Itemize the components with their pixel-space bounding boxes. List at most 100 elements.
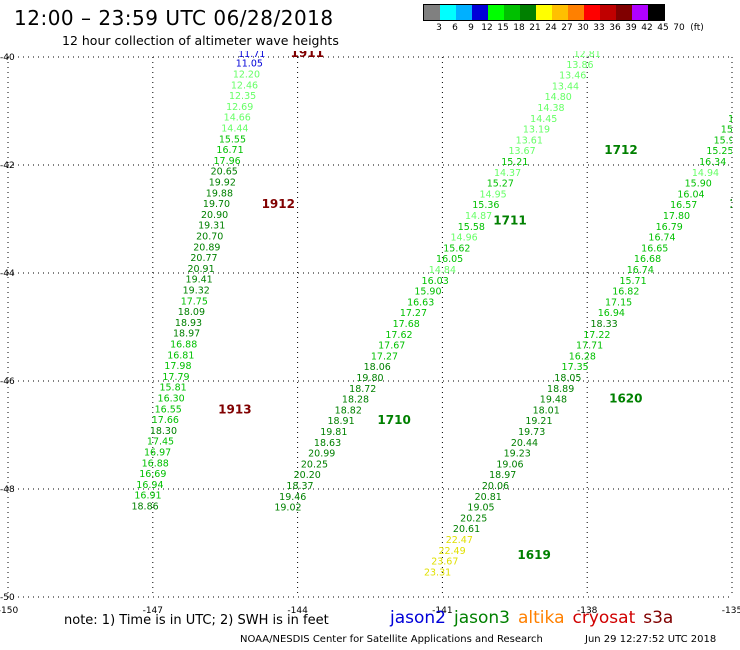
data-point-label: 20.77 [190, 253, 217, 264]
legend-swatches [423, 4, 665, 21]
data-point-label: 13.86 [566, 60, 593, 71]
data-point-label: 20.61 [453, 524, 480, 535]
data-point-label: 12.35 [229, 91, 256, 102]
data-point-label: 19.92 [209, 178, 236, 189]
legend-swatch [488, 5, 504, 20]
legend-swatch [440, 5, 456, 20]
satellite-jason2: jason2 [390, 608, 446, 628]
data-point-label: 17.45 [147, 437, 174, 448]
data-point-label: 14.80 [545, 92, 572, 103]
data-point-label: 17.15 [605, 297, 632, 308]
data-point-label: 17.27 [400, 308, 427, 319]
track-time-label: 1711 [493, 213, 526, 227]
data-point-label: 20.81 [475, 492, 502, 503]
data-point-label: 19.80 [356, 373, 383, 384]
data-point-label: 14.87 [465, 211, 492, 222]
data-point-label: 18.91 [327, 416, 354, 427]
data-point-label: 15.78 [735, 103, 740, 114]
data-point-label: 12.46 [231, 80, 258, 91]
legend-swatch [648, 5, 664, 20]
data-point-label: 23.31 [424, 567, 451, 578]
y-tick-label: -44 [0, 269, 15, 279]
data-point-label: 20.70 [196, 232, 223, 243]
data-point-label: 18.01 [533, 405, 560, 416]
data-point-label: 15.62 [443, 243, 470, 254]
data-point-label: 14.66 [224, 113, 251, 124]
note-text: note: 1) Time is in UTC; 2) SWH is in fe… [64, 613, 329, 628]
data-point-label: 18.89 [547, 384, 574, 395]
data-point-label: 11.34 [603, 6, 630, 17]
data-point-label: 11.71 [238, 49, 265, 60]
data-point-label: 16.94 [136, 480, 163, 491]
data-point-label: 18.09 [178, 307, 205, 318]
data-point-label: 14.38 [537, 103, 564, 114]
legend-label: 70 [673, 23, 685, 33]
data-point-label: 20.99 [308, 449, 335, 460]
data-point-label: 18.33 [590, 319, 617, 330]
legend-label: 42 [641, 23, 653, 33]
legend-label: 24 [545, 23, 557, 33]
data-labels-group: 11.7111.0512.2012.4612.3512.6914.6614.44… [131, 6, 740, 603]
data-point-label: 19.88 [206, 188, 233, 199]
data-point-label: 13.61 [516, 135, 543, 146]
data-point-label: 16.55 [155, 404, 182, 415]
legend-labels: 3 6 9 12 15 18 21 24 27 30 33 36 39 42 45 70 (ft) [423, 21, 704, 35]
data-point-label: 16.97 [588, 27, 615, 38]
data-point-label: 19.32 [183, 286, 210, 297]
legend-swatch [552, 5, 568, 20]
data-point-label: 17.80 [663, 211, 690, 222]
data-point-label: 15.74 [721, 125, 740, 136]
x-tick-label: -150 [0, 606, 18, 616]
data-point-label: 19.02 [274, 503, 301, 514]
data-point-label: 14.84 [429, 265, 456, 276]
data-point-label: 20.25 [460, 513, 487, 524]
data-point-label: 19.05 [467, 503, 494, 514]
data-point-label: 15.58 [458, 222, 485, 233]
legend-swatch [584, 5, 600, 20]
x-tick-label: -135 [722, 606, 740, 616]
data-point-label: 18.86 [131, 502, 158, 513]
data-point-label: 16.63 [407, 297, 434, 308]
satellite-cryosat: cryosat [572, 608, 636, 628]
data-point-label: 16.81 [167, 350, 194, 361]
data-point-label: 20.89 [193, 242, 220, 253]
data-point-label: 16.69 [139, 469, 166, 480]
data-point-label: 16.71 [216, 145, 243, 156]
data-point-label: 17.68 [393, 319, 420, 330]
data-point-label: 16.34 [699, 157, 726, 168]
data-point-label: 18.63 [314, 438, 341, 449]
data-point-label: 16.74 [627, 265, 654, 276]
legend-swatch [536, 5, 552, 20]
legend-swatch [472, 5, 488, 20]
satellite-altika: altika [518, 608, 565, 628]
data-point-label: 20.20 [294, 470, 321, 481]
data-point-label: 14.45 [530, 114, 557, 125]
data-point-label: 18.82 [335, 405, 362, 416]
data-point-label: 16.88 [170, 340, 197, 351]
data-point-label: 16.82 [612, 287, 639, 298]
legend-label: 27 [561, 23, 573, 33]
data-point-label: 14.96 [451, 233, 478, 244]
data-point-label: 10.66 [595, 17, 622, 28]
data-point-label: 17.96 [214, 156, 241, 167]
y-tick-label: -46 [0, 377, 15, 387]
legend-swatch [632, 5, 648, 20]
data-point-label: 17.71 [576, 341, 603, 352]
track-time-label: 1712 [604, 143, 637, 157]
data-point-label: 13.67 [508, 146, 535, 157]
data-point-label: 18.28 [342, 395, 369, 406]
data-point-label: 16.74 [648, 233, 675, 244]
legend-label: 12 [481, 23, 493, 33]
data-point-label: 17.27 [371, 351, 398, 362]
data-point-label: 14.44 [221, 124, 248, 135]
data-point-label: 15.81 [159, 383, 186, 394]
data-point-label: 19.73 [518, 427, 545, 438]
legend-swatch [520, 5, 536, 20]
satellite-legend: jason2 jason3 altika cryosat s3a [390, 608, 681, 628]
data-point-label: 13.19 [523, 125, 550, 136]
y-tick-label: -42 [0, 161, 15, 171]
data-point-label: 15.90 [414, 287, 441, 298]
data-point-label: 13.46 [559, 71, 586, 82]
data-point-label: 16.28 [569, 351, 596, 362]
data-point-label: 15.90 [685, 179, 712, 190]
